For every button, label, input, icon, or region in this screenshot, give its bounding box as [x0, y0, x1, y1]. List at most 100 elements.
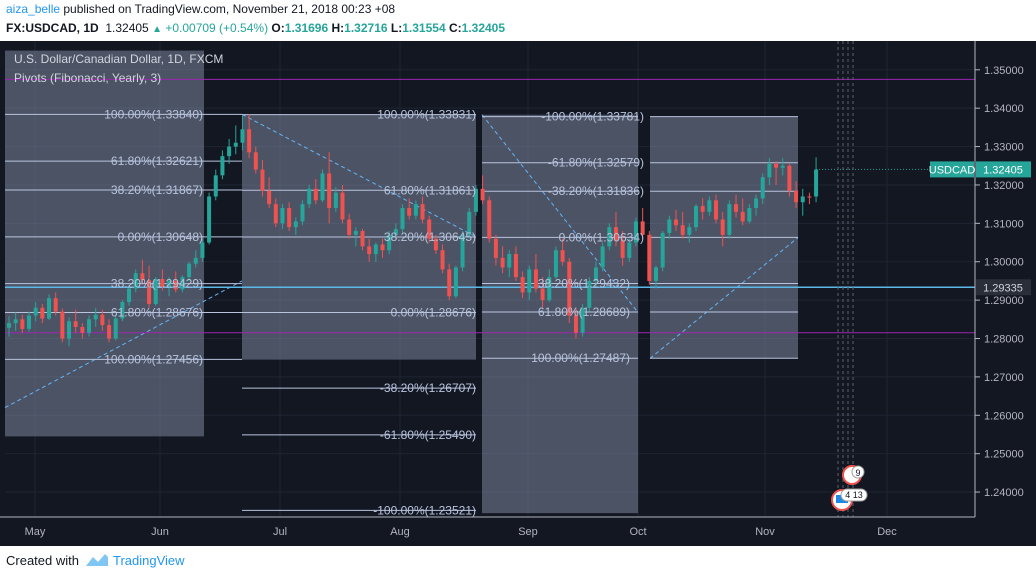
price-change: +0.00709 (+0.54%) [165, 21, 269, 35]
low-value: 1.31554 [402, 21, 446, 35]
candle-body [373, 244, 378, 255]
price-tick-label: 1.33000 [984, 142, 1024, 154]
candle-body [193, 257, 198, 264]
fib-label: 38.20%(1.29432) [538, 277, 630, 291]
symbol-label: FX:USDCAD, 1D [6, 21, 99, 35]
candle-body [113, 318, 118, 339]
candle-body [520, 277, 525, 293]
candle-body [780, 165, 785, 168]
candle-series [7, 114, 819, 347]
price-tick-label: 1.26000 [984, 410, 1024, 422]
open-value: 1.31696 [284, 21, 329, 35]
tradingview-logo-icon [85, 553, 109, 570]
event-count-badge [851, 465, 865, 479]
candle-body [187, 263, 192, 278]
cursor-price-tag [976, 279, 1031, 296]
fib-label: -61.80%(1.32579) [548, 156, 644, 170]
event-count-badge-2 [840, 488, 868, 502]
candle-body [107, 325, 112, 339]
last-price: 1.32405 [105, 21, 149, 35]
candle-body [213, 175, 218, 197]
candle-body [253, 152, 258, 170]
candle-body [440, 250, 445, 270]
candle-body [140, 273, 145, 281]
candle-body [553, 250, 558, 278]
time-tick-label: May [25, 526, 46, 538]
up-arrow-icon: ▲ [152, 24, 162, 35]
footer-brand[interactable]: TradingView [112, 553, 185, 568]
candle-body [734, 204, 739, 212]
candle-body [527, 269, 532, 293]
fib-label: 38.20%(1.29429) [111, 277, 203, 291]
candle-body [433, 238, 438, 251]
time-tick-label: Sep [518, 526, 538, 538]
candle-body [220, 156, 225, 176]
candle-body [247, 129, 252, 153]
candle-body [387, 234, 392, 251]
candle-body [547, 277, 552, 301]
candle-body [747, 207, 752, 222]
axes: 1.35000 1.34000 1.33000 1.32000 1.31000 1.300… [0, 41, 1036, 546]
candle-body [453, 267, 458, 297]
candle-body [173, 280, 178, 290]
candle-body [60, 311, 65, 339]
candle-body [380, 244, 385, 251]
fib-trend-line [241, 113, 477, 238]
fib-label: -38.20%(1.26707) [380, 381, 476, 395]
footer: Created with TradingView [6, 553, 185, 570]
author-link[interactable]: aiza_belle [6, 2, 61, 16]
fib-label: -100.00%(1.33781) [541, 110, 644, 124]
candle-body [647, 234, 652, 281]
candle-body [167, 280, 172, 287]
candle-body [587, 280, 592, 308]
candle-body [287, 207, 292, 228]
indicator-label[interactable]: Pivots (Fibonacci, Yearly, 3) [14, 71, 161, 85]
candle-body [794, 190, 799, 203]
price-chart[interactable]: 100.00%(1.33840) 61.80%(1.32621) 38.20%(1.… [0, 41, 1036, 546]
candle-body [447, 269, 452, 297]
candle-body [800, 196, 805, 203]
time-tick-label: Oct [629, 526, 646, 538]
candle-body [413, 204, 418, 216]
candle-body [300, 204, 305, 222]
candle-body [33, 307, 38, 316]
fib-label: 100.00%(1.33840) [104, 107, 203, 121]
candle-body [467, 211, 472, 235]
candle-body [200, 242, 205, 258]
candle-body [500, 257, 505, 268]
event-badges[interactable]: 9 4 13 [831, 465, 868, 511]
horizontal-levels [5, 41, 975, 517]
fib-trend-line [649, 237, 799, 359]
candle-body [340, 192, 345, 220]
candle-body [13, 319, 18, 324]
candle-body [680, 225, 685, 235]
time-tick-label: Dec [877, 526, 897, 538]
candle-body [620, 240, 625, 258]
time-tick-label: Jul [273, 526, 287, 538]
price-tick-label: 1.35000 [984, 65, 1024, 77]
high-label: H: [331, 21, 345, 35]
cursor-price-value: 1.29335 [983, 282, 1023, 294]
fib-label: -61.80%(1.25490) [380, 428, 476, 442]
price-tick-label: 1.30000 [984, 257, 1024, 269]
candle-body [667, 219, 672, 233]
candle-body [347, 219, 352, 235]
publish-header: aiza_belle published on TradingView.com,… [6, 2, 395, 16]
price-tick-label: 1.27000 [984, 372, 1024, 384]
candle-body [40, 307, 45, 319]
candle-body [533, 269, 538, 289]
candle-body [767, 163, 772, 178]
candle-body [333, 192, 338, 208]
symbol-tag [930, 161, 974, 178]
fib-labels: 100.00%(1.33840) 61.80%(1.32621) 38.20%(1.… [104, 107, 644, 517]
fib-label: 0.00%(1.30648) [118, 230, 203, 244]
candle-body [627, 242, 632, 258]
candle-body [267, 190, 272, 205]
candle-body [660, 232, 665, 268]
candle-body [774, 163, 779, 168]
fib-boxes [4, 50, 799, 514]
candle-body [427, 219, 432, 239]
candle-body [20, 319, 25, 329]
candle-body [407, 207, 412, 216]
fib-label: 0.00%(1.30634) [559, 230, 644, 244]
